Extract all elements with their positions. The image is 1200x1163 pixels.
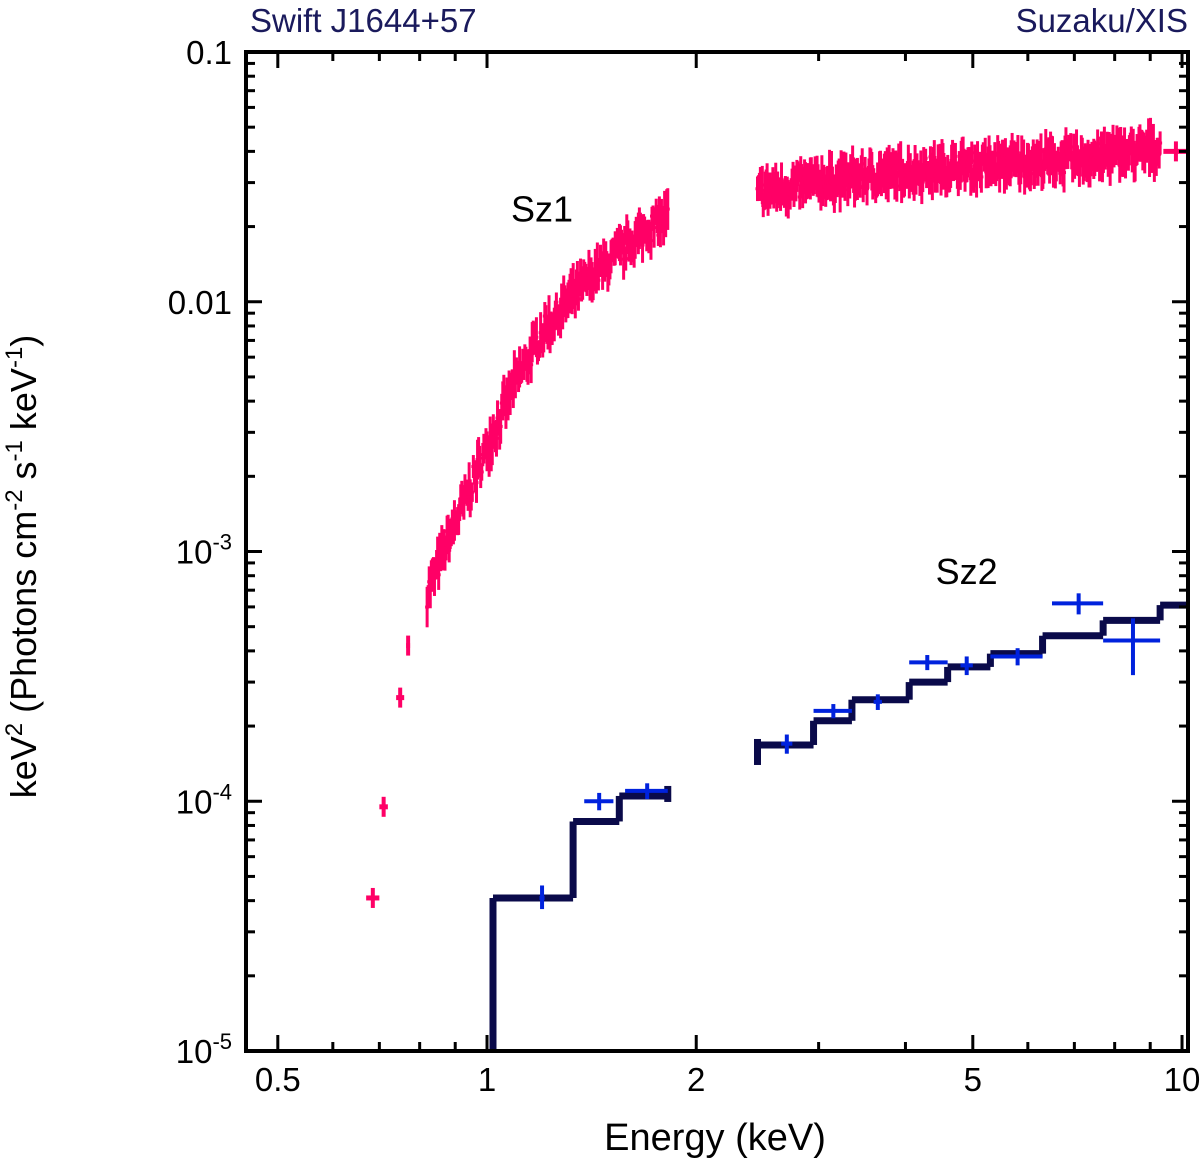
- title-left: Swift J1644+57: [250, 2, 477, 39]
- plot-area: [366, 117, 1188, 1051]
- ticks: [246, 50, 1188, 1053]
- y-tick-base: 10: [176, 783, 213, 820]
- y-label-sup: -1: [1, 440, 28, 461]
- series-sz2: [539, 593, 1161, 910]
- y-tick-exp: -4: [212, 779, 232, 804]
- y-tick-label: 10-5: [176, 1029, 232, 1070]
- x-tick-label: 2: [687, 1061, 705, 1098]
- y-label-text: ): [3, 335, 44, 347]
- y-tick-exp: -3: [212, 530, 232, 555]
- y-label-text: s: [3, 461, 44, 489]
- y-tick-base: 10: [176, 534, 213, 571]
- y-label-sup: 2: [1, 723, 28, 736]
- y-label-sup: -1: [1, 347, 28, 368]
- annotation-sz2: Sz2: [936, 551, 998, 592]
- y-axis-label: keV2 (Photons cm-2 s-1 keV-1): [1, 335, 44, 799]
- annotation-sz1: Sz1: [511, 188, 573, 229]
- axes-frame: [244, 50, 1190, 1053]
- y-tick-label: 10-3: [176, 530, 232, 571]
- y-tick-exp: -5: [212, 1029, 232, 1054]
- y-tick-label: 0.01: [168, 284, 232, 321]
- y-label-text: keV: [3, 736, 44, 798]
- y-tick-base: 10: [176, 1033, 213, 1070]
- x-tick-label: 10: [1164, 1061, 1200, 1098]
- x-axis-label: Energy (keV): [604, 1117, 826, 1159]
- x-tick-label: 1: [478, 1061, 496, 1098]
- y-tick-label: 0.1: [186, 34, 232, 71]
- y-tick-label: 10-4: [176, 779, 232, 820]
- y-label-text: (Photons cm: [3, 511, 44, 723]
- title-right: Suzaku/XIS: [1015, 2, 1188, 39]
- series-sz2-model: [489, 601, 1188, 1051]
- x-tick-label: 5: [964, 1061, 982, 1098]
- series-sz1: [366, 117, 1188, 908]
- x-tick-label: 0.5: [255, 1061, 301, 1098]
- y-label-sup: -2: [1, 489, 28, 510]
- y-label-text: keV: [3, 368, 44, 440]
